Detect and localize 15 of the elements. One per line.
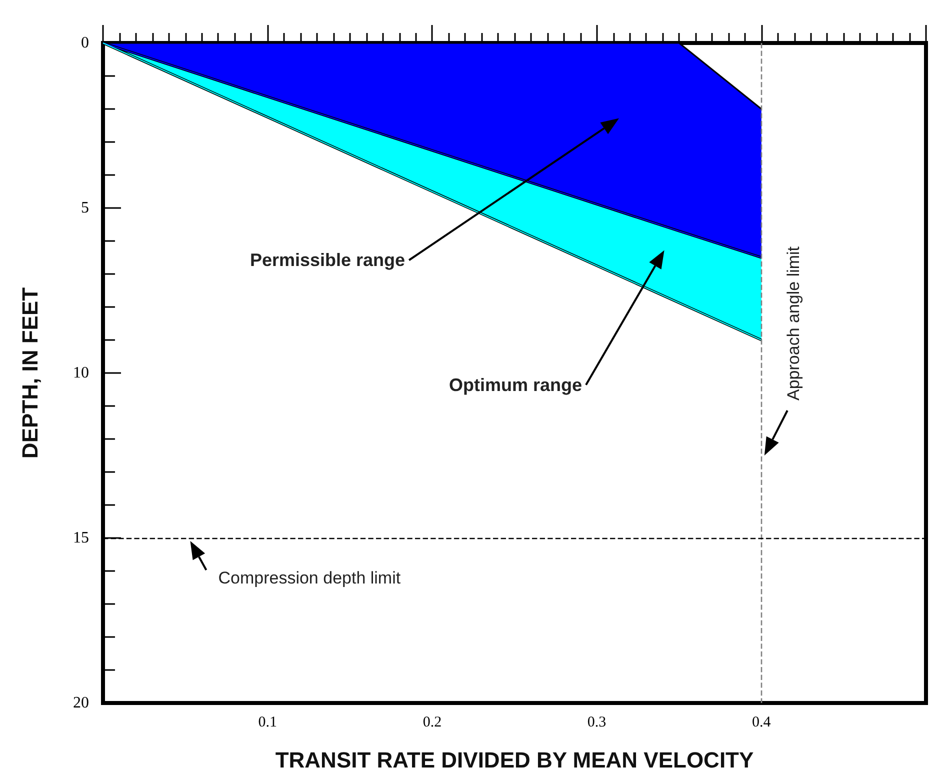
y-tick-label: 0: [81, 34, 89, 52]
x-tick-label: 0.3: [587, 714, 606, 730]
y-axis-title: DEPTH, IN FEET: [18, 286, 42, 459]
legend-label: Compression depth limit: [218, 568, 401, 588]
x-tick-label: 0.1: [258, 714, 277, 730]
x-tick-label: 0.4: [752, 714, 772, 730]
y-tick-label: 10: [73, 364, 89, 382]
annotation: Optimum range: [448, 374, 582, 395]
x-tick-label: 0.2: [422, 714, 442, 730]
x-axis-title: TRANSIT RATE DIVIDED BY MEAN VELOCITY: [275, 748, 754, 772]
annotation: Permissible range: [250, 250, 406, 270]
y-tick-label: 15: [73, 530, 89, 546]
ref-line-label: Approach angle limit: [784, 246, 803, 400]
y-tick-label: 5: [81, 200, 89, 216]
y-tick-label: 20: [73, 694, 89, 712]
